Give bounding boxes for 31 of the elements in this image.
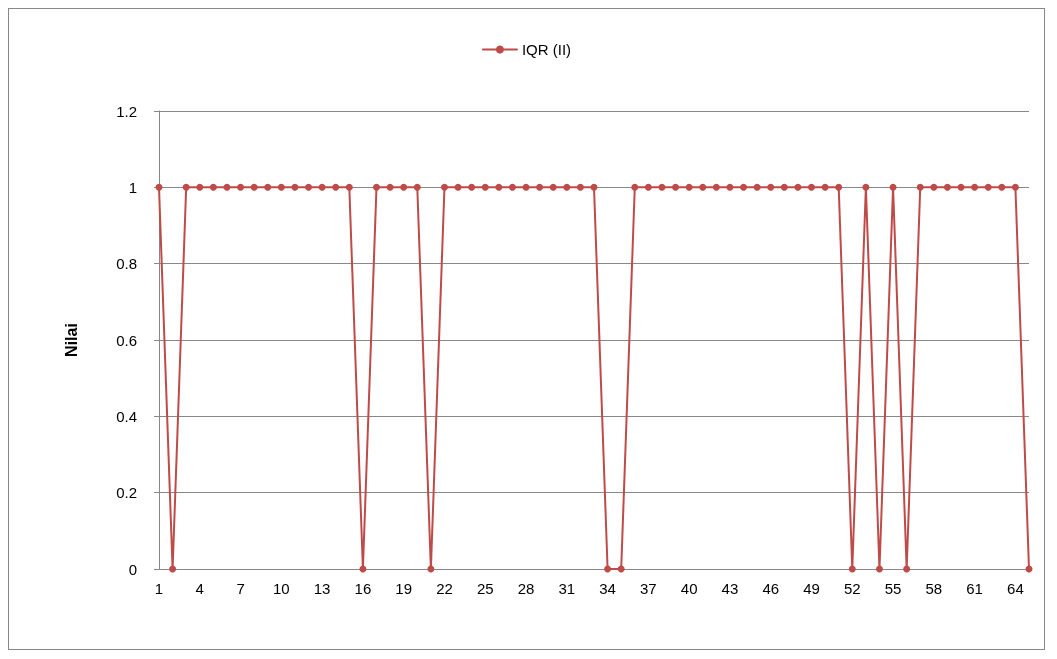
x-tick-label: 10 <box>273 580 290 597</box>
x-tick-label: 64 <box>1007 580 1024 597</box>
y-tick-label: 0.2 <box>116 484 137 502</box>
x-tick-label: 34 <box>599 580 616 597</box>
x-tick-label: 40 <box>680 580 698 597</box>
x-tick-label: 52 <box>843 580 861 597</box>
x-tick-label: 61 <box>966 580 983 597</box>
x-tick-label: 16 <box>354 580 372 597</box>
y-tick-label: 0.4 <box>116 407 137 425</box>
y-tick-label: 1.2 <box>116 102 137 120</box>
x-tick-label: 19 <box>395 580 413 597</box>
y-tick-label: 0 <box>128 560 137 578</box>
x-tick-label: 1 <box>154 580 164 597</box>
y-tick-label: 0.8 <box>116 255 137 273</box>
y-axis-title: Nilai <box>62 323 80 357</box>
x-tick-label: 37 <box>640 580 657 597</box>
x-tick-label: 31 <box>558 580 576 597</box>
x-tick-label: 28 <box>517 580 535 597</box>
x-tick-label: 46 <box>762 580 780 597</box>
x-tick-label: 13 <box>313 580 331 597</box>
x-tick-label: 7 <box>236 580 245 597</box>
x-tick-label: 49 <box>803 580 820 597</box>
x-tick-label: 25 <box>476 580 494 597</box>
y-tick-label: 1 <box>128 178 137 196</box>
x-tick-label: 58 <box>925 580 943 597</box>
x-tick-label: 4 <box>195 580 204 597</box>
x-tick-label: 43 <box>721 580 739 597</box>
legend-label: IQR (II) <box>521 41 572 58</box>
y-tick-label: 0.6 <box>116 331 137 349</box>
x-tick-label: 55 <box>884 580 902 597</box>
x-tick-label: 22 <box>436 580 453 597</box>
